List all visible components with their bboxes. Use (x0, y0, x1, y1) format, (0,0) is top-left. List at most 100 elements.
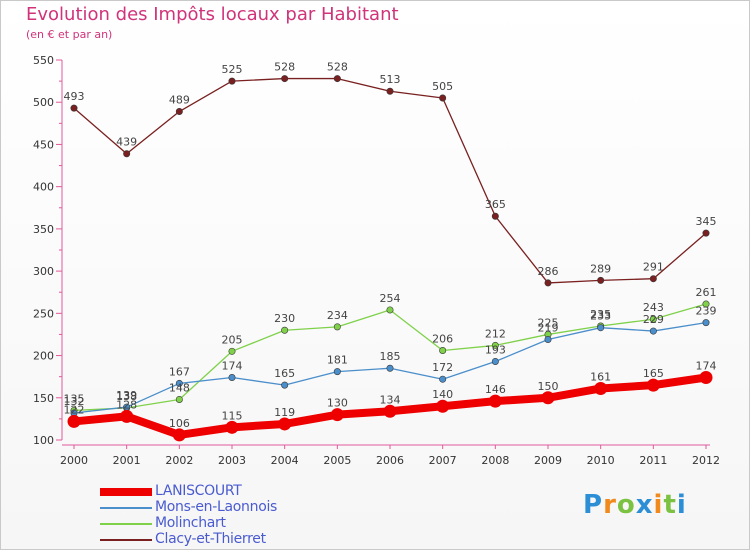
data-point (544, 279, 552, 287)
data-label: 115 (222, 409, 243, 422)
data-point (544, 336, 552, 344)
x-tick-label: 2008 (481, 454, 509, 467)
x-tick-label: 2007 (429, 454, 457, 467)
data-point (594, 381, 608, 395)
data-label: 165 (643, 367, 664, 380)
data-point (541, 391, 555, 405)
legend-label: Mons-en-Laonnois (155, 499, 278, 515)
data-label: 225 (538, 316, 559, 329)
x-tick-label: 2010 (587, 454, 615, 467)
y-tick-label: 450 (33, 138, 54, 151)
x-tick-label: 2002 (165, 454, 193, 467)
data-point (597, 276, 605, 284)
data-point (597, 324, 605, 332)
y-tick-label: 200 (33, 350, 54, 363)
chart-subtitle: (en € et par an) (26, 28, 113, 41)
data-point (228, 77, 236, 85)
data-label: 291 (643, 261, 664, 274)
data-point (333, 368, 341, 376)
data-label: 140 (432, 388, 453, 401)
data-label: 229 (643, 313, 664, 326)
data-point (172, 428, 186, 442)
y-tick-label: 400 (33, 181, 54, 194)
data-point (488, 394, 502, 408)
data-point (491, 357, 499, 365)
data-label: 513 (380, 73, 401, 86)
data-point (439, 94, 447, 102)
data-point (386, 364, 394, 372)
data-label: 206 (432, 332, 453, 345)
data-label: 106 (169, 417, 190, 430)
data-label: 345 (696, 215, 717, 228)
data-label: 525 (222, 63, 243, 76)
data-label: 493 (64, 90, 85, 103)
data-label: 130 (327, 397, 348, 410)
data-label: 439 (116, 136, 137, 149)
data-point (281, 326, 289, 334)
x-tick-label: 2004 (271, 454, 299, 467)
legend-swatch-clacy-et-thierret (100, 539, 152, 541)
data-point (702, 229, 710, 237)
data-label: 128 (116, 398, 137, 411)
x-tick-label: 2009 (534, 454, 562, 467)
x-tick-label: 2006 (376, 454, 404, 467)
y-tick-label: 100 (33, 434, 54, 447)
data-point (383, 404, 397, 418)
data-label: 181 (327, 354, 348, 367)
data-label: 243 (643, 301, 664, 314)
data-label: 234 (327, 309, 348, 322)
data-label: 289 (590, 262, 611, 275)
data-point (702, 319, 710, 327)
y-tick-label: 550 (33, 54, 54, 67)
x-tick-label: 2001 (113, 454, 141, 467)
legend-swatch-laniscourt (100, 488, 152, 496)
legend-swatch-mons-en-laonnois (100, 507, 152, 509)
legend-label: Molinchart (155, 515, 226, 531)
data-label: 489 (169, 94, 190, 107)
data-point (491, 212, 499, 220)
data-point (70, 104, 78, 112)
legend-swatch-molinchart (100, 523, 152, 525)
chart-title: Evolution des Impôts locaux par Habitant (26, 4, 399, 25)
data-label: 138 (116, 390, 137, 403)
data-point (228, 347, 236, 355)
data-point (439, 346, 447, 354)
y-tick-label: 300 (33, 265, 54, 278)
proxiti-logo: Proxiti (583, 490, 687, 520)
data-label: 219 (538, 322, 559, 335)
data-point (646, 378, 660, 392)
legend-item-laniscourt: LANISCOURT (100, 483, 340, 501)
legend-item-molinchart: Molinchart (100, 515, 340, 533)
y-tick-label: 350 (33, 223, 54, 236)
data-point (333, 75, 341, 83)
chart-legend: LANISCOURT Mons-en-Laonnois Molinchart C… (100, 483, 340, 549)
x-tick-label: 2012 (692, 454, 720, 467)
data-point (649, 327, 657, 335)
data-point (491, 341, 499, 349)
series-line (73, 77, 707, 284)
data-label: 212 (485, 327, 506, 340)
data-point (278, 417, 292, 431)
data-label: 135 (64, 392, 85, 405)
data-point (228, 374, 236, 382)
data-label: 165 (274, 367, 295, 380)
legend-label: LANISCOURT (155, 483, 242, 499)
data-point (386, 306, 394, 314)
data-label: 528 (327, 61, 348, 74)
data-point (333, 323, 341, 331)
x-tick-label: 2000 (60, 454, 88, 467)
data-point (175, 395, 183, 403)
x-tick-label: 2003 (218, 454, 246, 467)
data-label: 167 (169, 365, 190, 378)
data-label: 365 (485, 198, 506, 211)
legend-item-clacy-et-thierret: Clacy-et-Thierret (100, 531, 340, 549)
y-tick-label: 500 (33, 96, 54, 109)
data-label: 148 (169, 381, 190, 394)
data-point (436, 399, 450, 413)
data-point (386, 87, 394, 95)
data-label: 233 (590, 310, 611, 323)
data-point (702, 300, 710, 308)
data-label: 139 (116, 389, 137, 402)
